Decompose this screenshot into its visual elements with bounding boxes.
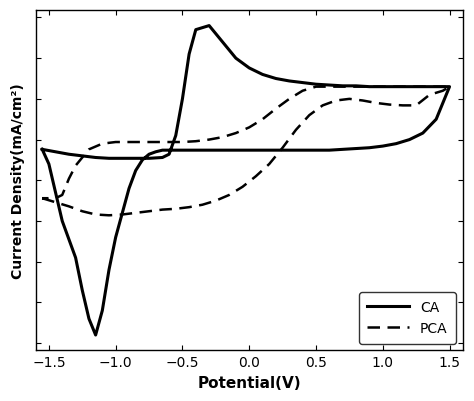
X-axis label: Potential(V): Potential(V)	[197, 375, 301, 390]
Y-axis label: Current Density(mA/cm²): Current Density(mA/cm²)	[11, 83, 25, 278]
Line: PCA: PCA	[42, 87, 449, 216]
PCA	[440, 89, 446, 94]
CA	[113, 235, 118, 240]
PCA	[427, 93, 432, 98]
PCA	[39, 196, 45, 201]
CA	[233, 57, 239, 61]
PCA	[447, 85, 452, 90]
CA	[407, 138, 412, 143]
CA	[93, 333, 99, 338]
PCA	[119, 213, 125, 217]
CA	[126, 186, 132, 191]
Legend: CA, PCA: CA, PCA	[359, 292, 456, 344]
CA	[39, 148, 45, 152]
PCA	[39, 196, 45, 201]
CA	[340, 84, 346, 89]
PCA	[266, 162, 272, 167]
PCA	[106, 213, 112, 218]
PCA	[320, 104, 326, 109]
CA	[206, 24, 212, 29]
PCA	[166, 140, 172, 145]
CA	[39, 148, 45, 152]
Line: CA: CA	[42, 26, 449, 335]
CA	[86, 316, 92, 321]
